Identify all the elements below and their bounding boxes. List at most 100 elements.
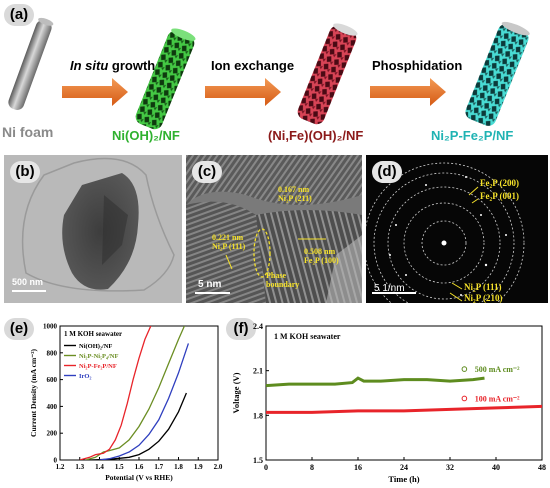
x-tick-label-e: 1.3 [75, 463, 84, 471]
panel-c-label: (c) [192, 161, 222, 183]
arrow-1 [62, 78, 128, 106]
panel-a-label: (a) [4, 4, 34, 26]
scale-label-b: 500 nm [12, 277, 44, 287]
x-tick-label-e: 1.8 [174, 463, 183, 471]
step-1-suffix: growth [108, 58, 156, 73]
phase-boundary-ellipse [253, 228, 271, 278]
chart-e: 1.2 1.3 1.4 1.5 1.6 1.7 1.8 1.9 2.0 0 200 400 600 800… [29, 323, 223, 483]
x-tick-label-f: 16 [354, 463, 362, 472]
y-tick-label-e: 200 [47, 430, 58, 438]
ring-3 [387, 186, 501, 300]
x-tick-label-f: 48 [538, 463, 546, 472]
arrow-3 [370, 78, 446, 106]
ni-foam-rod [8, 17, 54, 110]
ann-fe2p-100: 0.508 nm Fe₂P (100) [304, 247, 339, 265]
series-line-f [265, 376, 485, 388]
legend-label-e: IrO₂ [79, 373, 91, 380]
y-tick-label-e: 600 [47, 376, 58, 384]
hrtem-image-c: (c) 0.167 nm Ni₂P (211) 0.221 nm Ni₂P (111… [186, 155, 362, 303]
y-tick-label-f: 2.1 [253, 367, 263, 376]
series-line-e [89, 392, 187, 460]
ring-label-ni2p-111: Ni₂P (111) [464, 282, 502, 292]
x-tick-label-e: 1.5 [115, 463, 124, 471]
phase-boundary-label: Phase boundary [266, 271, 299, 289]
y-tick-label-e: 400 [47, 403, 58, 411]
x-tick-label-e: 1.7 [154, 463, 163, 471]
arrow-2 [205, 78, 281, 106]
ring-2 [403, 202, 485, 284]
product-2-label: (Ni,Fe)(OH)₂/NF [268, 128, 364, 143]
x-tick-label-f: 0 [264, 463, 268, 472]
annotation-f: 1 M KOH seawater [274, 332, 341, 341]
panel-d-label: (d) [372, 161, 402, 183]
x-tick-label-f: 40 [492, 463, 500, 472]
x-tick-label-e: 1.2 [56, 463, 65, 471]
x-tick-label-e: 2.0 [214, 463, 223, 471]
ann-ni2p-211-d: 0.167 nm [278, 185, 310, 194]
ring-1 [421, 220, 467, 266]
saed-image-d: (d) Fe₂P (200) Fe₂P (001) Ni₂P (111) Ni₂… [366, 155, 548, 303]
panel-b-label: (b) [10, 161, 40, 183]
x-tick-label-e: 1.4 [95, 463, 104, 471]
tem-flake [12, 157, 175, 292]
y-axis-label-f: Voltage (V) [231, 372, 241, 413]
ring-label-fe2p-001: Fe₂P (001) [480, 191, 519, 201]
x-axis-label-e: Potential (V vs RHE) [105, 473, 173, 482]
red-rod [297, 23, 358, 125]
ann-ni2p-211-p: Ni₂P (211) [278, 194, 312, 203]
step-1-prefix: In situ [70, 58, 109, 73]
panel-e-label: (e) [4, 318, 34, 340]
legend-marker-f [461, 395, 468, 402]
y-tick-label-f: 1.8 [253, 411, 263, 420]
legend-label-f: 500 mA cm⁻² [475, 365, 520, 374]
plot-frame-f [265, 325, 543, 461]
scale-label-d: 5 1/nm [374, 283, 405, 294]
panel-f-label: (f) [226, 318, 256, 340]
x-axis-label-f: Time (h) [388, 474, 419, 484]
x-tick-label-e: 1.6 [135, 463, 144, 471]
ring-5 [366, 162, 525, 303]
y-tick-label-f: 2.4 [253, 322, 263, 331]
annotation-e: 1 M KOH seawater [64, 330, 122, 338]
legend-label-f: 100 mA cm⁻² [475, 394, 520, 403]
ring-4 [373, 172, 515, 303]
x-tick-label-f: 8 [310, 463, 314, 472]
x-tick-label-f: 32 [446, 463, 454, 472]
ann-ni2p-111-p: Ni₂P (111) [212, 242, 246, 251]
y-tick-label-e: 1000 [43, 323, 58, 331]
phase-label-2: boundary [266, 280, 300, 289]
y-tick-label-f: 1.5 [253, 456, 263, 465]
ann-fe2p-100-p: Fe₂P (100) [304, 256, 339, 265]
scale-label-c: 5 nm [198, 279, 222, 290]
step-1-label: In situ growth [70, 58, 155, 73]
series-line-f [266, 404, 543, 414]
step-3-label: Phosphidation [372, 58, 463, 73]
phase-label-1: Phase [266, 271, 286, 280]
synthesis-scheme [8, 17, 530, 130]
product-1-label: Ni(OH)₂/NF [112, 128, 180, 143]
legend-label-e: Ni₂P-Ni₅P₄/NF [79, 353, 118, 360]
ann-fe2p-100-d: 0.508 nm [304, 247, 336, 256]
step-2-label: Ion exchange [211, 58, 295, 73]
ring-label-ni2p-210: Ni₂P (210) [464, 293, 503, 303]
legend-marker-f [461, 366, 468, 372]
ann-ni2p-211: 0.167 nm Ni₂P (211) [278, 185, 312, 203]
ann-ni2p-111: 0.221 nm Ni₂P (111) [212, 233, 245, 251]
y-tick-label-e: 0 [54, 457, 58, 465]
series-line-e [79, 326, 152, 460]
y-axis-label-e: Current Density (mA cm⁻²) [29, 349, 38, 437]
ni-foam-label: Ni foam [2, 124, 54, 140]
ring-label-fe2p-200: Fe₂P (200) [480, 178, 519, 188]
product-3-label: Ni₂P-Fe₂P/NF [431, 128, 514, 143]
series-line-e [99, 343, 190, 460]
x-tick-label-f: 24 [400, 463, 408, 472]
legend-label-e: Ni₂P-Fe₂P/NF [79, 363, 117, 370]
tem-image-b: (b) 500 nm [4, 155, 182, 303]
cyan-rod [465, 21, 530, 126]
legend-label-e: Ni(OH)₂/NF [79, 343, 112, 350]
x-tick-label-e: 1.9 [194, 463, 203, 471]
green-rod [135, 28, 196, 130]
y-tick-label-e: 800 [47, 349, 58, 357]
ann-ni2p-111-d: 0.221 nm [212, 233, 244, 242]
chart-f: 0 8 16 24 32 40 48 1.5 1.8 2.1 2.4 Time (h) Voltage … [231, 322, 546, 484]
